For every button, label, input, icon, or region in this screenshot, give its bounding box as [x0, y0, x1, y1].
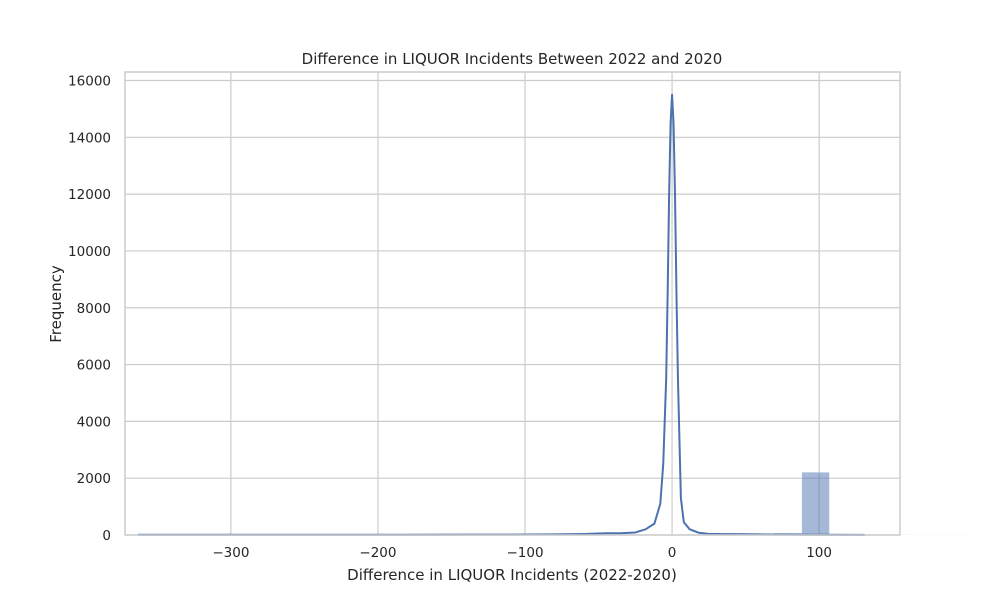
y-tick-label: 2000	[77, 471, 111, 487]
y-tick-label: 4000	[77, 414, 111, 430]
x-axis-label: Difference in LIQUOR Incidents (2022-202…	[347, 566, 677, 584]
y-tick-label: 16000	[68, 74, 111, 90]
x-tick-label: −300	[212, 545, 249, 561]
y-tick-label: 12000	[68, 187, 111, 203]
chart-title: Difference in LIQUOR Incidents Between 2…	[302, 50, 723, 68]
y-axis-label: Frequency	[47, 265, 65, 343]
y-tick-label: 14000	[68, 130, 111, 146]
gridlines	[125, 72, 900, 536]
y-tick-label: 8000	[77, 301, 111, 317]
y-tick-label: 10000	[68, 244, 111, 260]
x-tick-label: −200	[359, 545, 396, 561]
x-tick-label: −100	[506, 545, 543, 561]
x-tick-label: 100	[806, 545, 832, 561]
plot-frame	[124, 71, 901, 536]
kde-line	[138, 93, 865, 536]
histogram-bars	[137, 471, 1000, 536]
y-tick-label: 0	[102, 528, 111, 544]
x-tick-label: 0	[668, 545, 677, 561]
y-tick-labels: 0 2000 4000 6000 8000 10000 12000 14000 16000	[68, 74, 111, 544]
y-tick-label: 6000	[77, 358, 111, 374]
x-tick-labels: −300 −200 −100 0 100	[212, 545, 832, 561]
histogram-bar	[801, 471, 830, 536]
